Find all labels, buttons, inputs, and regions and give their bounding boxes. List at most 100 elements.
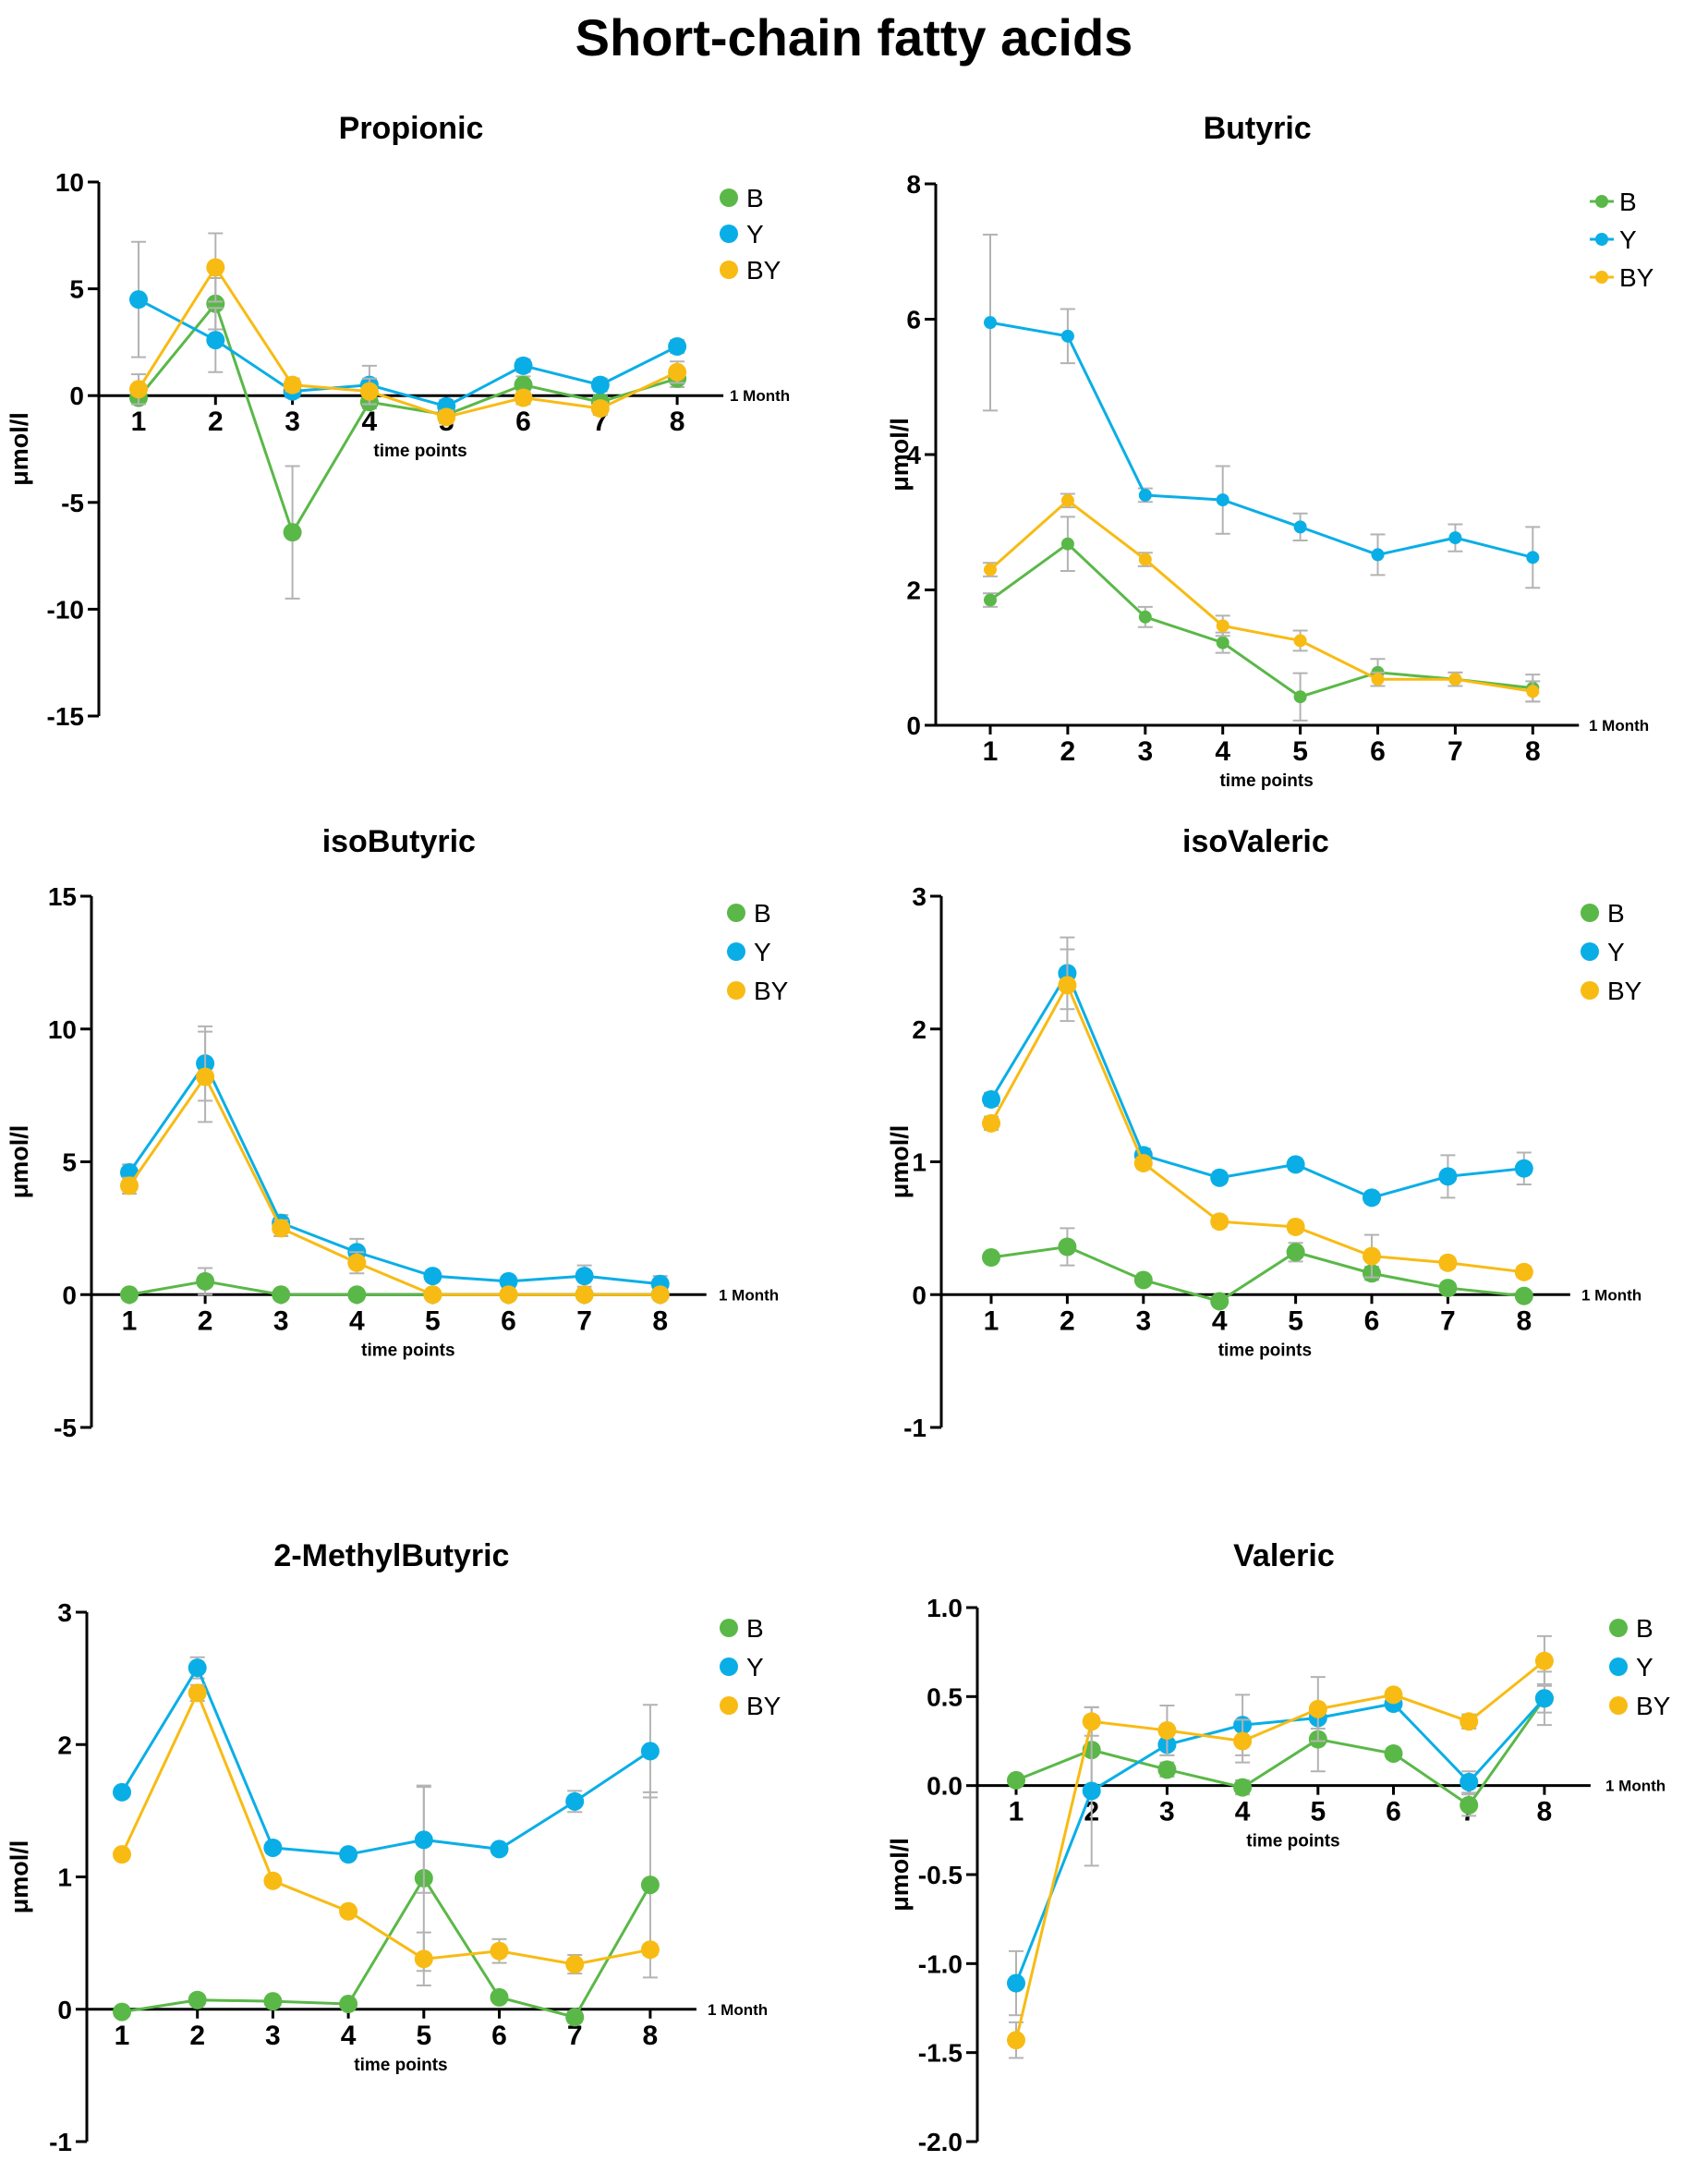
data-point-B — [1138, 610, 1152, 624]
data-point-BY — [1210, 1212, 1230, 1232]
data-point-BY — [650, 1285, 670, 1305]
data-point-BY — [1526, 685, 1540, 698]
reference-label: 1 Month — [719, 1286, 779, 1304]
x-tick-label: 8 — [643, 2021, 659, 2051]
data-point-Y — [668, 337, 687, 357]
data-point-B — [1060, 537, 1074, 551]
y-tick-label: -5 — [54, 1414, 77, 1442]
data-point-B — [1210, 1292, 1230, 1311]
x-tick-label: 6 — [1386, 1797, 1401, 1827]
legend-label-BY: BY — [754, 977, 789, 1005]
y-tick-label: 2 — [912, 1015, 927, 1044]
legend-label-B: B — [754, 899, 771, 928]
legend: BY BY — [720, 1614, 781, 1720]
legend-label-Y: Y — [1607, 938, 1625, 966]
legend-label-B: B — [1619, 188, 1637, 216]
data-point-B — [514, 375, 533, 395]
data-point-Y — [575, 1267, 594, 1286]
legend: BY BY — [1581, 899, 1642, 1005]
series-BY — [129, 232, 687, 427]
x-tick-label: 2 — [1060, 736, 1076, 767]
x-axis-label: time points — [373, 442, 466, 461]
legend-marker-Y — [1609, 1657, 1628, 1676]
data-point-Y — [1138, 488, 1152, 502]
data-point-Y — [1060, 329, 1074, 343]
legend-label-BY: BY — [1636, 1692, 1671, 1720]
chart-title: isoButyric — [322, 824, 476, 859]
data-point-Y — [263, 1838, 283, 1857]
series-Y — [982, 936, 1533, 1208]
data-point-B — [1293, 690, 1307, 704]
data-point-BY — [640, 1940, 660, 1960]
data-point-BY — [1534, 1651, 1554, 1670]
data-point-Y — [490, 1839, 509, 1859]
y-tick-label: -0.5 — [918, 1861, 963, 1889]
data-point-Y — [1363, 1188, 1381, 1208]
series-line-B — [121, 1876, 652, 2020]
legend-marker-B — [1581, 904, 1599, 922]
chart-panel-4: isoValeric 3 2 1 0 -1 1 2 3 4 5 6 7 8 time points 1 Mon… — [886, 824, 1642, 1442]
chart-panel-2: Butyric 0 2 4 6 8 1 2 3 4 5 6 7 8 time points 1 Month μm… — [886, 111, 1654, 791]
data-point-Y — [499, 1271, 518, 1291]
y-tick-label: 1.0 — [927, 1594, 963, 1622]
chart-panel-5: 2-MethylButyric 3 2 1 0 -1 1 2 3 4 5 6 7 8 time points… — [6, 1538, 781, 2156]
legend-label-BY: BY — [746, 1692, 781, 1720]
series-B — [983, 516, 1541, 722]
series-line-BY — [989, 981, 1524, 1274]
y-tick-label: 8 — [906, 170, 921, 199]
legend-marker-Y — [727, 942, 745, 961]
x-tick-label: 1 — [984, 1305, 999, 1336]
series-BY — [983, 492, 1541, 703]
x-tick-label: 4 — [349, 1305, 365, 1336]
x-tick-label: 2 — [198, 1305, 213, 1336]
data-point-Y — [188, 1658, 207, 1678]
chart-title: isoValeric — [1182, 824, 1329, 859]
legend-label-Y: Y — [1636, 1653, 1653, 1681]
x-tick-label: 3 — [1159, 1797, 1175, 1827]
data-point-Y — [1460, 1772, 1479, 1791]
series-line-Y — [127, 1061, 660, 1286]
data-point-B — [1233, 1778, 1253, 1797]
data-point-B — [120, 1285, 139, 1305]
series-BY — [982, 948, 1533, 1281]
data-point-BY — [120, 1176, 139, 1196]
y-tick-label: -1.0 — [918, 1949, 963, 1978]
data-point-BY — [1060, 493, 1074, 507]
x-tick-label: 6 — [501, 1305, 516, 1336]
series-line-Y — [989, 321, 1533, 559]
legend-marker-B — [727, 904, 745, 922]
data-point-Y — [1514, 1159, 1533, 1178]
x-tick-label: 8 — [1516, 1305, 1532, 1336]
legend-label-Y: Y — [1619, 225, 1637, 254]
series-line-BY — [1014, 1659, 1545, 2041]
data-point-Y — [1526, 551, 1540, 565]
legend-marker-BY — [1595, 271, 1608, 284]
data-point-BY — [272, 1219, 291, 1238]
x-tick-label: 2 — [1060, 1305, 1075, 1336]
data-point-BY — [1138, 552, 1152, 566]
x-tick-label: 4 — [341, 2021, 357, 2051]
data-point-BY — [1363, 1246, 1381, 1266]
legend-label-BY: BY — [746, 256, 781, 285]
y-tick-label: 10 — [55, 168, 84, 197]
legend-marker-BY — [1581, 981, 1599, 1000]
x-tick-label: 5 — [1288, 1305, 1303, 1336]
x-tick-label: 2 — [189, 2021, 205, 2051]
series-line-B — [1015, 1697, 1546, 1807]
data-point-BY — [1293, 634, 1307, 648]
series-line-B — [989, 541, 1533, 698]
y-tick-label: 10 — [48, 1015, 77, 1044]
data-point-BY — [1058, 976, 1077, 995]
data-point-B — [113, 2002, 131, 2021]
legend-marker-Y — [1595, 233, 1608, 246]
y-axis-label: μmol/l — [6, 1840, 33, 1914]
x-tick-label: 3 — [1137, 736, 1153, 767]
data-point-BY — [423, 1285, 442, 1305]
data-point-Y — [1534, 1689, 1554, 1708]
y-tick-label: 0 — [912, 1281, 927, 1309]
y-tick-label: 0 — [62, 1281, 77, 1309]
data-point-BY — [196, 1067, 215, 1087]
series-Y — [120, 1025, 670, 1293]
figure-title: Short-chain fatty acids — [575, 8, 1133, 67]
series-line-Y — [1014, 1697, 1546, 1985]
